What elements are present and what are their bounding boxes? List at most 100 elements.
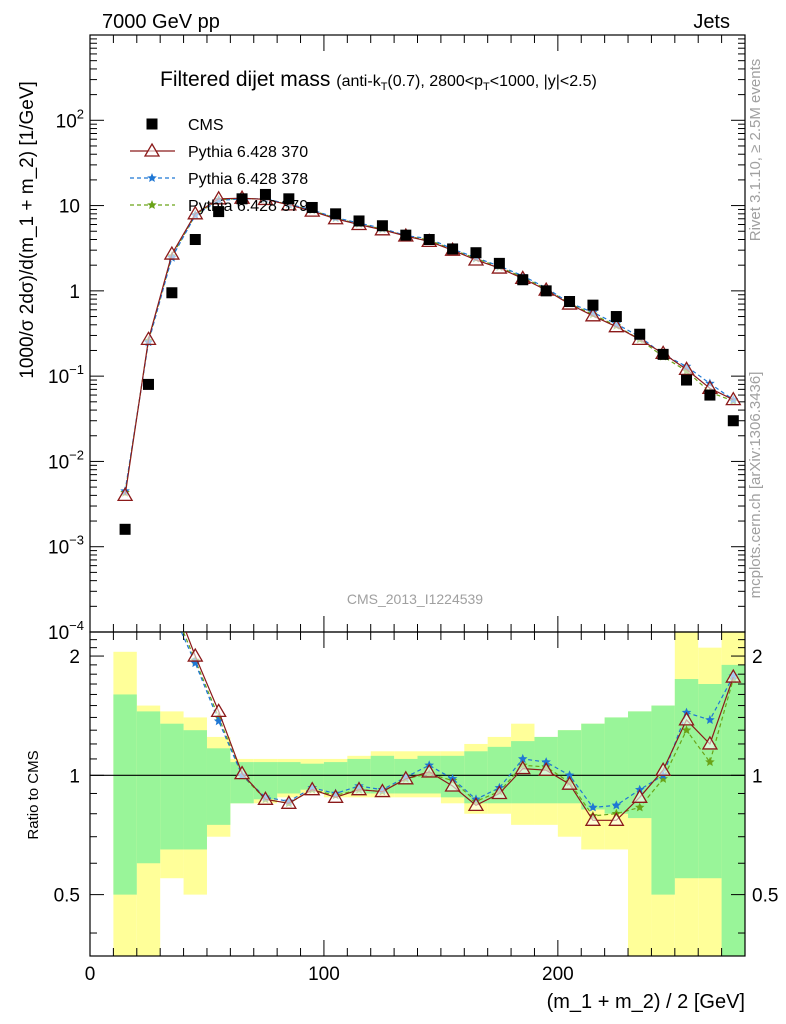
data-point: [564, 296, 576, 308]
legend-label: Pythia 6.428 379: [188, 198, 308, 215]
stat-uncertainty-band: [206, 748, 231, 825]
stat-uncertainty-band: [557, 730, 582, 804]
data-point: [116, 487, 134, 502]
legend-label: CMS: [188, 117, 224, 134]
ratio-axis-ticks: 0.5 0.5 1 1 2 2: [54, 631, 778, 934]
ratio-point: [725, 668, 742, 683]
data-point: [608, 318, 625, 333]
chart-title-sub-mid: (0.7), 2800<p: [387, 73, 483, 90]
side-label-bottom: mcplots.cern.ch [arXiv:1306.3436]: [747, 372, 764, 599]
data-point: [540, 285, 552, 297]
stat-uncertainty-band: [581, 723, 605, 810]
y-tick-label: 10−1: [48, 362, 84, 388]
ratio-point: [608, 812, 625, 826]
y-tick-base: 10: [56, 111, 77, 132]
legend-label: Pythia 6.428 378: [188, 171, 308, 188]
x-tick-label: 200: [542, 964, 574, 985]
ratio-point: [280, 795, 297, 809]
ratio-point: [611, 800, 622, 810]
ratio-point: [658, 773, 668, 783]
legend-label: Pythia 6.428 370: [188, 144, 308, 161]
y-tick-label: 10: [59, 197, 80, 218]
chart-title-sub-end: <1000, |y|<2.5): [490, 73, 597, 90]
watermark: CMS_2013_I1224539: [347, 591, 483, 607]
data-point: [283, 193, 295, 205]
y-tick-label: 10−3: [48, 533, 84, 559]
data-point: [447, 243, 459, 255]
ratio-point: [561, 775, 578, 790]
y-tick-exponent: −2: [69, 447, 84, 462]
y-axis-label: 1000/σ 2dσ)/d(m_1 + m_2) [1/GeV]: [17, 81, 38, 379]
ratio-point: [233, 765, 251, 780]
data-point: [470, 247, 482, 259]
ratio-tick-label: 1: [69, 766, 80, 787]
y-tick-exponent: 2: [77, 106, 84, 121]
ratio-point: [327, 789, 344, 803]
ratio-point: [705, 714, 715, 724]
data-point: [587, 299, 599, 311]
data-point: [353, 215, 365, 227]
chart-title-sub: (anti-k: [336, 73, 381, 90]
chart-title: Filtered dijet mass (anti-kT(0.7), 2800<…: [160, 68, 597, 93]
ratio-point: [374, 783, 391, 798]
stat-uncertainty-band: [370, 755, 395, 794]
y-tick-label: 10−4: [48, 618, 84, 644]
ratio-point: [190, 658, 200, 668]
stat-uncertainty-band: [253, 762, 278, 800]
data-point: [467, 251, 485, 266]
x-axis-label: (m_1 + m_2) / 2 [GeV]: [547, 991, 745, 1013]
series-line: [124, 198, 734, 492]
ratio-point: [681, 725, 692, 735]
data-point: [610, 311, 622, 323]
y-tick-label: 102: [56, 106, 84, 132]
ratio-tick-label-right: 0.5: [752, 886, 778, 907]
ratio-point: [397, 770, 414, 785]
stat-uncertainty-band: [183, 730, 207, 850]
data-point: [210, 190, 227, 205]
ratio-pythia-6-428-370: [185, 632, 742, 826]
stat-uncertainty-band: [300, 763, 324, 790]
stat-uncertainty-band: [160, 723, 184, 850]
ratio-bands: [113, 632, 745, 956]
data-point: [376, 220, 388, 232]
y-tick-base: 10: [48, 367, 69, 388]
chart-title-sub-t2: T: [483, 81, 490, 93]
ratio-point: [588, 802, 598, 812]
ratio-point: [350, 781, 368, 796]
main-series: [116, 188, 742, 535]
ratio-point: [654, 761, 672, 776]
data-point: [187, 205, 204, 220]
chart-title-sub-t1: T: [381, 81, 388, 93]
ratio-point: [213, 716, 224, 726]
stat-uncertainty-band: [230, 762, 254, 804]
ratio-tick-label-right: 1: [752, 766, 763, 787]
data-point: [330, 208, 342, 220]
series-cms: [119, 188, 739, 535]
data-point: [189, 234, 201, 246]
data-point: [725, 391, 742, 406]
ratio-point: [701, 735, 719, 750]
data-point: [119, 523, 131, 535]
ratio-axis-label: Ratio to CMS: [25, 750, 42, 839]
stat-uncertainty-band: [721, 664, 745, 956]
y-tick-base: 10: [48, 623, 69, 644]
data-point: [584, 307, 602, 322]
ratio-tick-label-right: 2: [752, 647, 763, 668]
stat-uncertainty-band: [651, 705, 675, 895]
legend-marker: [146, 118, 158, 130]
stat-uncertainty-band: [628, 711, 652, 819]
stat-uncertainty-band: [113, 694, 137, 895]
ratio-point: [584, 812, 602, 826]
x-tick-label: 0: [85, 964, 96, 985]
ratio-point: [514, 760, 531, 775]
y-tick-base: 10: [48, 538, 69, 559]
data-point: [142, 378, 154, 390]
data-point: [213, 206, 225, 218]
ratio-point: [631, 789, 648, 803]
ratio-point: [491, 785, 508, 800]
data-point: [493, 257, 505, 269]
data-point: [704, 389, 716, 401]
ratio-tick-label: 2: [69, 647, 80, 668]
